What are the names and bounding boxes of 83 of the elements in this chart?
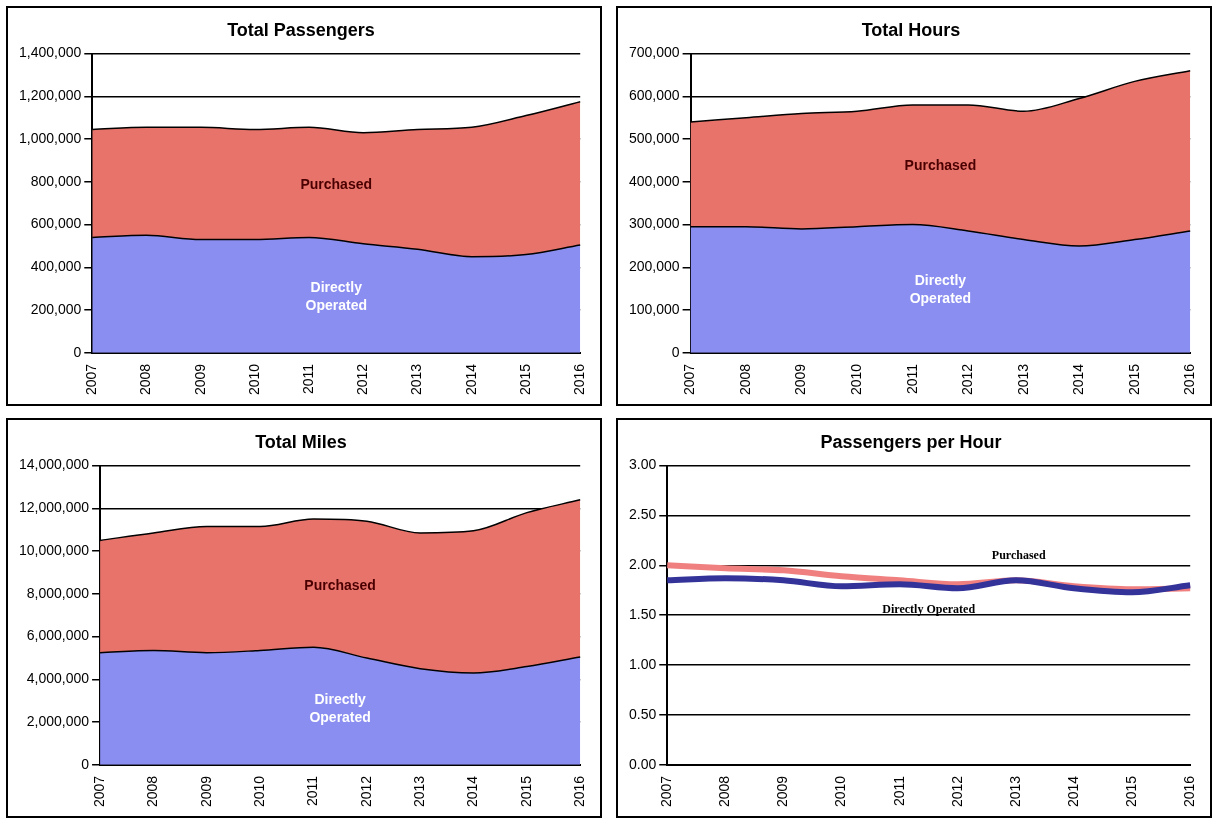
series-label: Directly Operated [309, 690, 371, 725]
x-tick-label: 2014 [464, 775, 481, 808]
series-label: Directly Operated [305, 278, 367, 313]
x-tick-label: 2010 [245, 363, 262, 396]
chart-title: Total Hours [861, 19, 961, 40]
y-tick-label: 14,000,000 [18, 456, 90, 473]
x-tick-label: 2007 [658, 775, 675, 808]
x-tick-label: 2008 [736, 363, 753, 396]
x-tick-label: 2010 [250, 775, 267, 808]
y-tick-label: 12,000,000 [18, 499, 90, 516]
x-tick-label: 2015 [516, 363, 533, 396]
x-tick-label: 2011 [903, 363, 920, 394]
series-label: Purchased [904, 157, 977, 174]
y-tick-label: 1,200,000 [18, 87, 82, 104]
x-tick-label: 2012 [959, 363, 976, 396]
y-tick-label: 0 [73, 343, 82, 360]
y-tick-label: 2,000,000 [26, 712, 90, 729]
series-label: Directly Operated [882, 602, 976, 617]
x-tick-label: 2011 [890, 775, 907, 806]
x-tick-label: 2009 [197, 775, 214, 808]
x-tick-label: 2008 [716, 775, 733, 808]
y-tick-label: 1,000,000 [18, 129, 82, 146]
y-tick-label: 10,000,000 [18, 541, 90, 558]
x-tick-label: 2013 [1014, 363, 1031, 396]
x-tick-label: 2008 [137, 363, 154, 396]
y-tick-label: 200,000 [629, 258, 680, 275]
x-tick-label: 2008 [144, 775, 161, 808]
y-tick-label: 6,000,000 [26, 627, 90, 644]
x-tick-label: 2011 [299, 363, 316, 394]
y-tick-label: 8,000,000 [26, 584, 90, 601]
x-tick-label: 2007 [90, 775, 107, 808]
x-tick-label: 2015 [1125, 363, 1142, 396]
y-tick-label: 4,000,000 [26, 670, 90, 687]
chart-title: Passengers per Hour [820, 431, 1002, 452]
y-tick-label: 1,400,000 [18, 44, 82, 61]
x-tick-label: 2012 [354, 363, 371, 396]
x-tick-label: 2007 [83, 363, 100, 396]
x-tick-label: 2011 [304, 775, 321, 806]
x-tick-label: 2014 [1064, 775, 1081, 808]
y-tick-label: 0.50 [629, 705, 657, 722]
y-tick-label: 100,000 [629, 300, 680, 317]
x-tick-label: 2009 [191, 363, 208, 396]
y-tick-label: 300,000 [629, 215, 680, 232]
series-label: Purchased [304, 577, 376, 594]
y-tick-label: 400,000 [629, 172, 680, 189]
x-tick-label: 2014 [1070, 363, 1087, 396]
chart-title: Total Miles [255, 431, 347, 452]
series-label: Purchased [991, 548, 1046, 563]
x-tick-label: 2016 [1181, 363, 1198, 396]
y-tick-label: 200,000 [30, 300, 82, 317]
y-tick-label: 600,000 [629, 87, 680, 104]
y-tick-label: 1.50 [629, 606, 657, 623]
x-tick-label: 2010 [832, 775, 849, 808]
x-tick-label: 2012 [948, 775, 965, 808]
x-tick-label: 2016 [1181, 775, 1198, 808]
x-tick-label: 2016 [571, 775, 588, 808]
x-tick-label: 2009 [774, 775, 791, 808]
y-tick-label: 2.50 [629, 506, 657, 523]
y-tick-label: 0 [81, 755, 90, 772]
y-tick-label: 400,000 [30, 258, 82, 275]
y-tick-label: 3.00 [629, 456, 657, 473]
x-tick-label: 2010 [848, 363, 864, 396]
y-tick-label: 2.00 [629, 556, 657, 573]
series-label: Directly Operated [909, 272, 972, 307]
x-tick-label: 2009 [792, 363, 809, 396]
y-tick-label: 0 [671, 343, 680, 360]
x-tick-label: 2013 [1006, 775, 1023, 808]
y-tick-label: 800,000 [30, 172, 82, 189]
series-label: Purchased [300, 176, 373, 193]
y-tick-label: 500,000 [629, 129, 680, 146]
x-tick-label: 2012 [357, 775, 374, 808]
x-tick-label: 2016 [571, 363, 588, 396]
y-tick-label: 700,000 [629, 44, 680, 61]
x-tick-label: 2015 [1122, 775, 1139, 808]
x-tick-label: 2013 [411, 775, 428, 808]
y-tick-label: 1.00 [629, 655, 657, 672]
x-tick-label: 2014 [462, 363, 479, 396]
x-tick-label: 2007 [681, 363, 698, 396]
x-tick-label: 2013 [408, 363, 425, 396]
y-tick-label: 600,000 [30, 215, 82, 232]
chart-title: Total Passengers [227, 19, 375, 40]
y-tick-label: 0.00 [629, 755, 657, 772]
x-tick-label: 2015 [517, 775, 534, 808]
